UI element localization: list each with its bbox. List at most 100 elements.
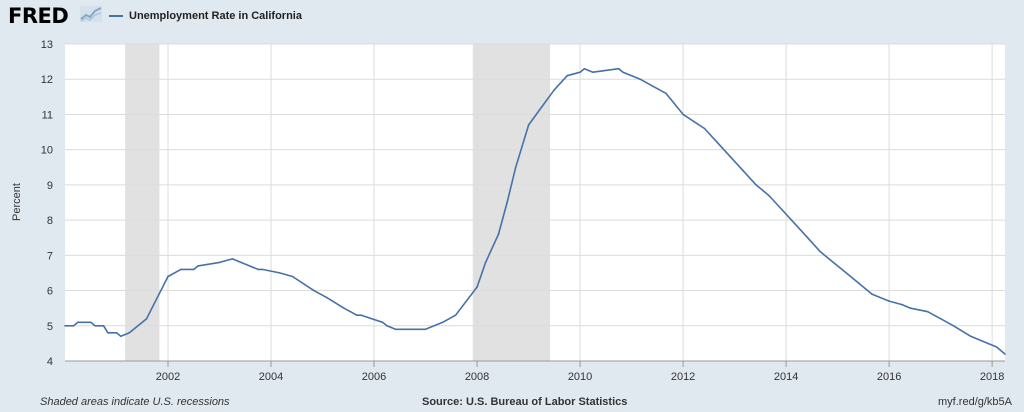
- x-tick-label-2010: 2010: [568, 371, 592, 383]
- data-point-2009-04: [540, 106, 543, 109]
- data-point-2007-01: [424, 328, 427, 331]
- data-point-2002-08: [197, 265, 199, 267]
- series-line[interactable]: [65, 67, 1006, 355]
- data-point-2014-06: [806, 236, 809, 239]
- data-point-2012-12: [729, 155, 732, 158]
- data-point-2016-06: [909, 307, 912, 310]
- data-point-2017-04: [952, 325, 955, 327]
- data-point-2007-08: [454, 314, 457, 317]
- data-point-2004-03: [278, 272, 281, 274]
- data-point-2001-01: [115, 332, 118, 334]
- source-text[interactable]: Source: U.S. Bureau of Labor Statistics: [422, 396, 628, 408]
- x-axis-ticks: 2002 2004 2006 2008 2010 2012 2014 2016 2018: [65, 360, 1005, 383]
- x-tick-label-2016: 2016: [877, 371, 901, 383]
- data-point-2006-03: [381, 321, 384, 324]
- data-point-2000-01: [64, 325, 66, 327]
- data-point-2000-07: [90, 321, 92, 324]
- recession-band-0: [125, 44, 160, 361]
- data-point-2010-01: [579, 71, 581, 73]
- y-tick-label-13: 13: [41, 39, 53, 51]
- data-point-2010-02: [583, 67, 586, 70]
- chart-legend[interactable]: Unemployment Rate in California: [109, 10, 302, 22]
- data-point-2010-10: [617, 67, 620, 70]
- data-point-2001-08: [145, 317, 148, 320]
- data-point-2013-06: [755, 184, 757, 186]
- data-point-2008-10: [514, 166, 517, 169]
- y-tick-label-5: 5: [47, 321, 53, 333]
- data-point-2018-04: [1004, 353, 1006, 355]
- legend-label: Unemployment Rate in California: [129, 10, 302, 22]
- data-point-2011-09: [665, 92, 667, 95]
- data-point-2015-03: [845, 272, 847, 274]
- data-point-2003-10: [257, 268, 260, 271]
- x-tick-label-2014: 2014: [774, 371, 798, 383]
- data-point-2013-09: [768, 194, 770, 197]
- y-tick-label-6: 6: [47, 286, 53, 298]
- recession-note: Shaded areas indicate U.S. recessions: [40, 396, 230, 408]
- short-url[interactable]: myf.red/g/kb5A: [938, 396, 1012, 408]
- data-point-2000-03: [72, 325, 75, 327]
- y-tick-label-11: 11: [42, 109, 53, 121]
- fred-logo[interactable]: FRED: [8, 4, 69, 28]
- x-tick-label-2006: 2006: [362, 371, 386, 383]
- data-point-2000-08: [94, 325, 96, 327]
- data-points: [64, 67, 1006, 355]
- data-point-2001-04: [128, 332, 131, 334]
- data-point-2012-06: [703, 127, 706, 130]
- data-point-2008-08: [506, 201, 508, 204]
- data-point-2015-06: [858, 282, 860, 285]
- y-axis-ticks: 4 5 6 7 8 9 10 11 12 13: [41, 39, 53, 368]
- data-point-2010-04: [592, 71, 594, 73]
- data-point-2000-10: [102, 325, 105, 327]
- data-point-2002-01: [167, 275, 169, 278]
- data-point-2004-06: [291, 275, 294, 278]
- data-point-2008-03: [484, 261, 487, 264]
- legend-swatch: [109, 15, 123, 17]
- data-point-2009-01: [527, 124, 530, 126]
- data-point-2011-03: [639, 78, 641, 80]
- data-point-2009-10: [566, 74, 568, 77]
- y-tick-label-8: 8: [47, 215, 53, 227]
- data-point-2009-07: [553, 89, 556, 91]
- y-axis-title: Percent: [11, 183, 23, 221]
- data-point-2011-06: [652, 85, 654, 88]
- data-point-2007-05: [441, 321, 444, 324]
- data-point-2003-01: [218, 261, 221, 264]
- data-point-2015-09: [871, 293, 873, 295]
- data-point-2006-04: [386, 325, 388, 327]
- data-point-2005-02: [326, 296, 328, 299]
- x-tick-label-2018: 2018: [980, 371, 1004, 383]
- data-point-2005-09: [356, 314, 358, 317]
- chart-header: FRED Unemployment Rate in California: [0, 0, 1024, 34]
- y-tick-label-4: 4: [47, 356, 53, 368]
- data-point-2003-11: [261, 268, 264, 271]
- data-point-2004-11: [313, 289, 315, 292]
- data-point-2014-12: [832, 261, 835, 264]
- x-tick-label-2008: 2008: [465, 371, 489, 383]
- data-point-2012-01: [682, 113, 684, 116]
- y-tick-label-12: 12: [41, 74, 53, 86]
- data-point-2014-03: [793, 222, 796, 225]
- y-tick-label-7: 7: [47, 250, 53, 262]
- data-point-2016-10: [926, 310, 929, 313]
- data-point-2000-04: [77, 321, 79, 324]
- data-point-2018-02: [995, 346, 998, 348]
- data-point-2017-08: [969, 335, 972, 338]
- data-point-2006-06: [394, 328, 397, 331]
- chart-footer: Shaded areas indicate U.S. recessions So…: [0, 392, 1024, 412]
- x-tick-label-2002: 2002: [156, 371, 180, 383]
- data-point-2013-12: [781, 208, 783, 211]
- data-point-2000-11: [107, 332, 109, 334]
- x-tick-label-2004: 2004: [259, 371, 283, 383]
- data-point-2012-09: [716, 141, 719, 144]
- data-point-2016-04: [901, 303, 903, 306]
- y-tick-label-9: 9: [47, 180, 53, 192]
- recession-band-1: [472, 44, 551, 361]
- data-point-2002-07: [193, 268, 195, 271]
- data-point-2008-06: [497, 233, 500, 235]
- data-point-2001-02: [120, 335, 122, 338]
- data-point-2003-04: [231, 258, 234, 260]
- x-tick-label-2012: 2012: [671, 371, 695, 383]
- data-point-2010-11: [622, 71, 624, 73]
